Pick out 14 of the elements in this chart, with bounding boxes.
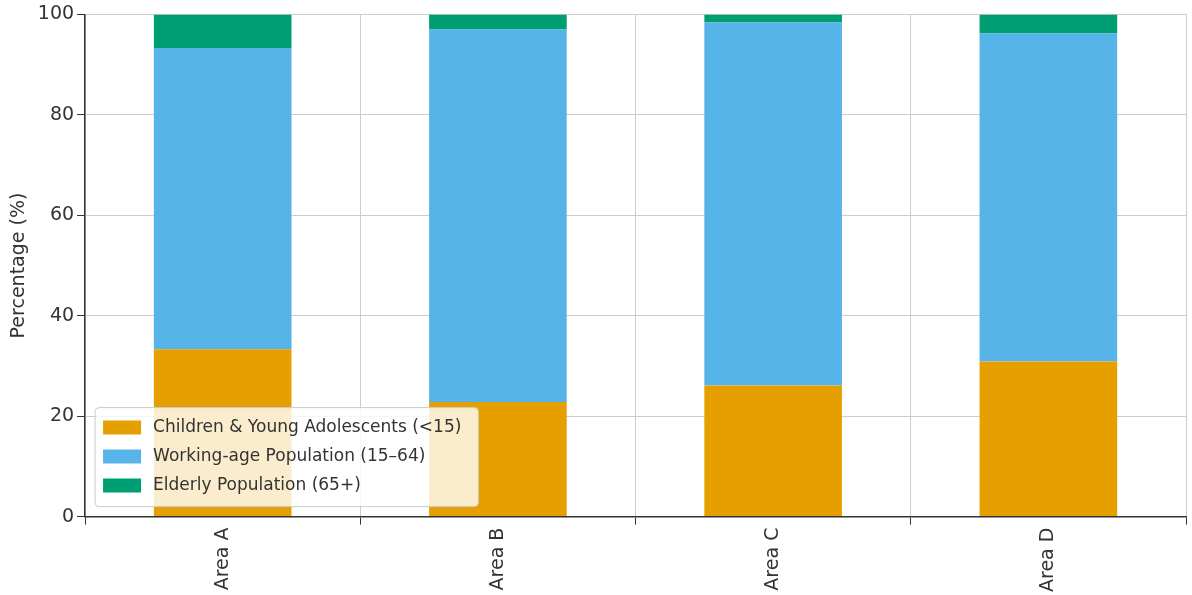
- x-tick-label: Area D: [1035, 527, 1058, 593]
- x-tick-label: Area C: [760, 527, 783, 591]
- x-tick-label: Area B: [484, 527, 507, 591]
- y-tick-label: 80: [49, 101, 75, 124]
- y-tick-label: 40: [49, 302, 75, 325]
- y-tick-label: 100: [37, 1, 75, 24]
- y-tick-label: 20: [49, 403, 75, 426]
- y-tick-label: 60: [49, 202, 75, 225]
- legend-label: Children & Young Adolescents (<15): [153, 416, 462, 437]
- legend-label: Working-age Population (15–64): [153, 445, 426, 466]
- y-tick-label: 0: [61, 503, 75, 526]
- legend-label: Elderly Population (65+): [153, 474, 361, 495]
- y-axis-title: Percentage (%): [6, 192, 29, 339]
- x-tick-label: Area A: [209, 527, 232, 591]
